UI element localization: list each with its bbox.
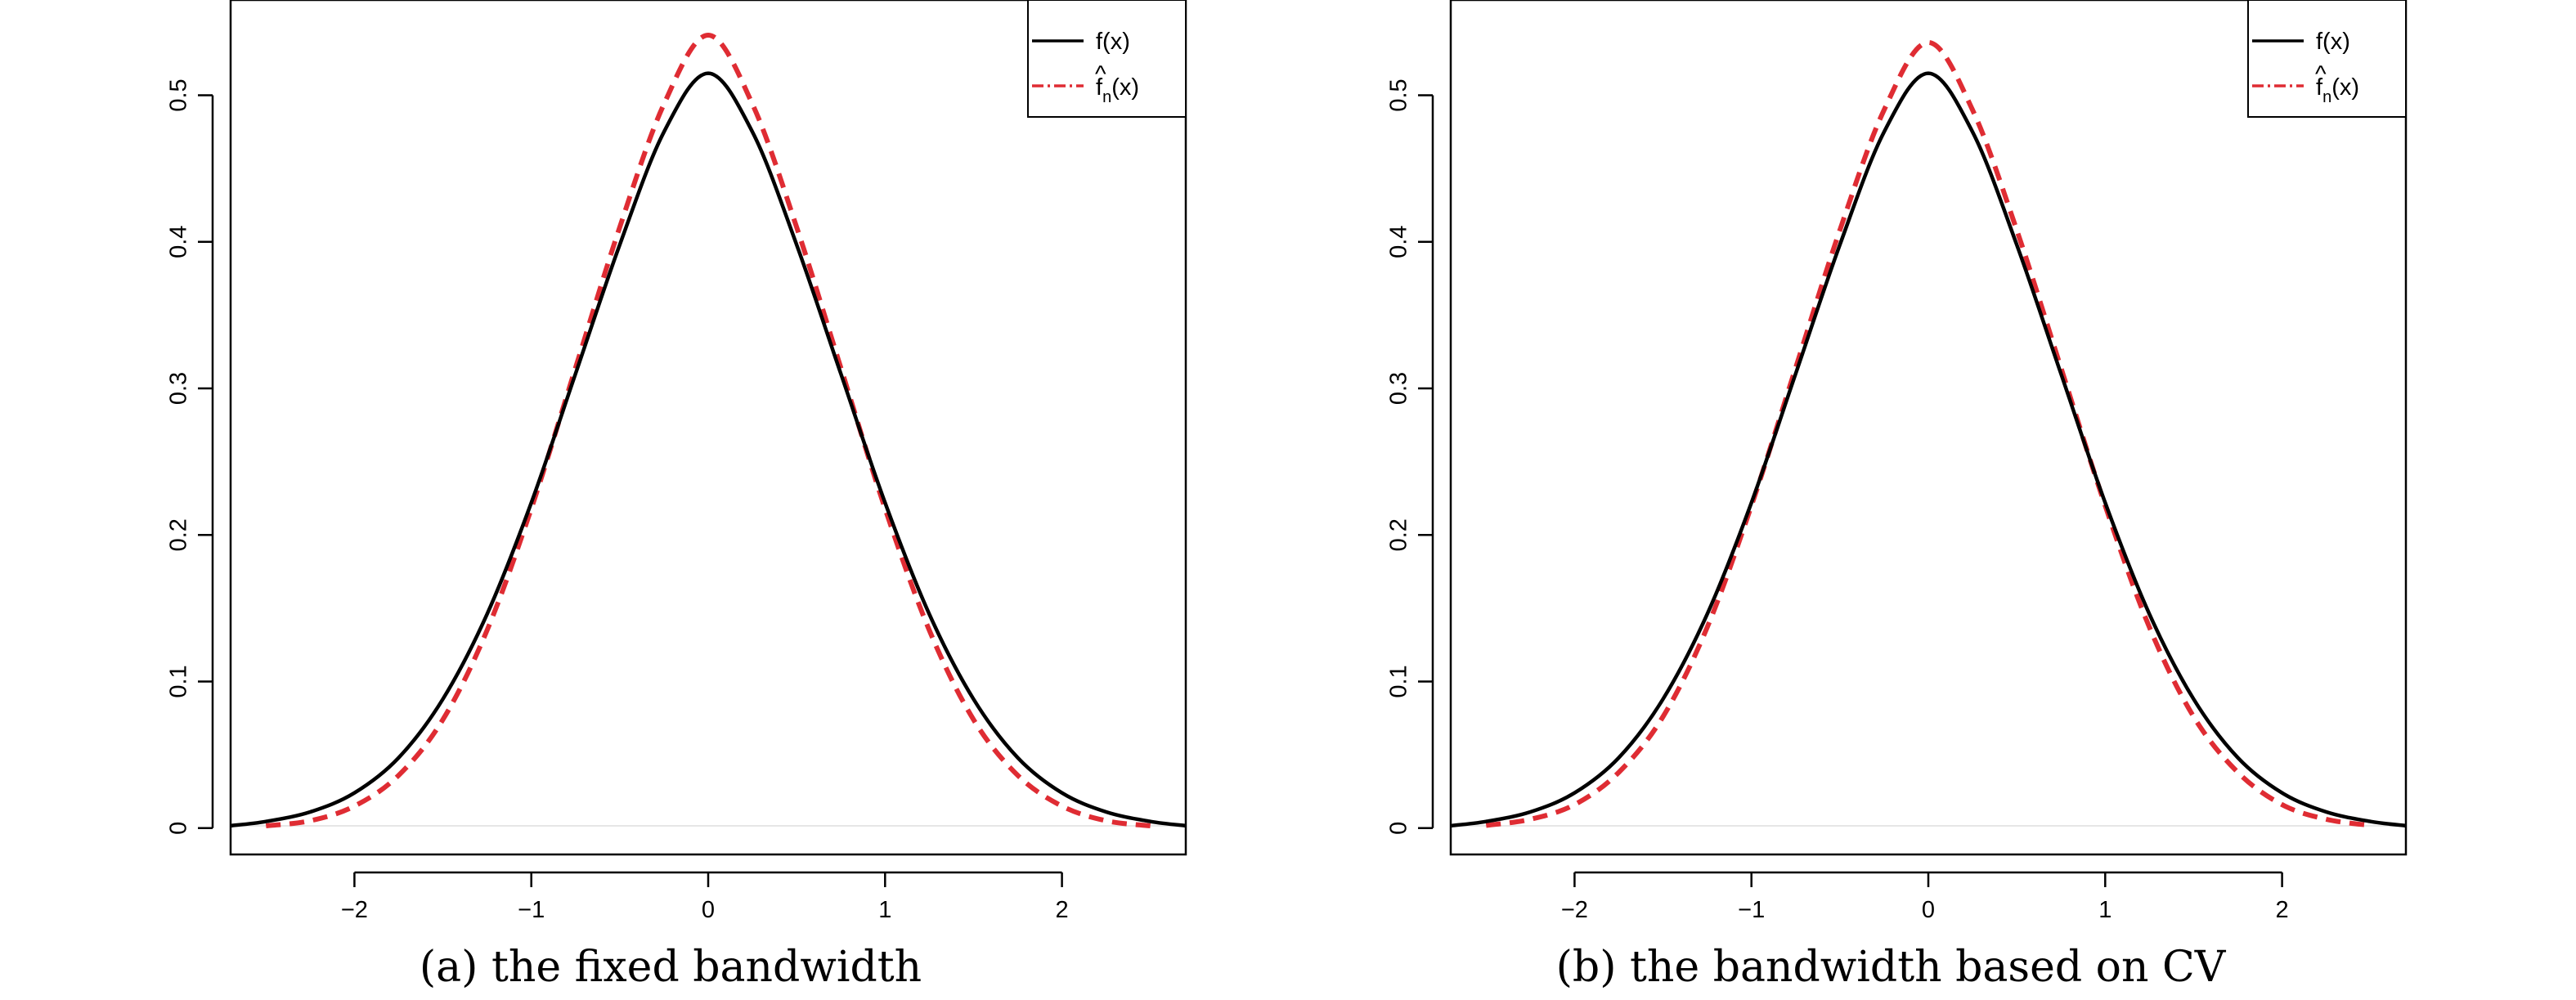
x-tick-label: 1 bbox=[2098, 897, 2112, 923]
y-tick-label: 0.3 bbox=[166, 372, 192, 405]
x-tick-label: 0 bbox=[1922, 897, 1935, 923]
legend-box bbox=[2247, 0, 2407, 118]
y-tick-label: 0.4 bbox=[166, 226, 192, 258]
legend-label-fhat: fn(x) bbox=[2316, 74, 2359, 106]
series-line-true-density bbox=[1450, 71, 2407, 828]
legend: f(x) fn(x) ^ bbox=[1027, 0, 1187, 118]
y-tick-label: 0.4 bbox=[1386, 226, 1412, 258]
x-tick-label: 2 bbox=[1056, 897, 1069, 923]
legend: f(x) fn(x) ^ bbox=[2247, 0, 2407, 118]
series-layer bbox=[1450, 39, 2407, 828]
y-tick-label: 0.1 bbox=[1386, 665, 1412, 697]
y-tick-label: 0.5 bbox=[166, 78, 192, 111]
y-tick-label: 0.3 bbox=[1386, 372, 1412, 405]
legend-hat-mark: ^ bbox=[1095, 61, 1106, 87]
x-tick-label: −1 bbox=[1738, 897, 1765, 923]
x-tick-label: 2 bbox=[2276, 897, 2289, 923]
panel-fixed-bandwidth: 0 0.1 0.2 0.3 0.4 0.5 −2 −1 0 1 2 f(x) fn(x) ^ (a… bbox=[166, 0, 1187, 992]
y-tick-label: 0.1 bbox=[166, 665, 192, 697]
y-axis: 0 0.1 0.2 0.3 0.4 0.5 bbox=[1386, 78, 1434, 835]
panel-cv-bandwidth: 0 0.1 0.2 0.3 0.4 0.5 −2 −1 0 1 2 f(x) fn(x) ^ (b… bbox=[1386, 0, 2408, 992]
series-line-true-density bbox=[230, 71, 1187, 828]
caption: (a) the fixed bandwidth bbox=[420, 943, 922, 992]
series-layer bbox=[230, 33, 1187, 829]
plot-frame bbox=[229, 0, 1187, 856]
y-tick-label: 0.5 bbox=[1386, 78, 1412, 111]
x-axis: −2 −1 0 1 2 bbox=[1561, 871, 2289, 923]
x-tick-label: 0 bbox=[702, 897, 715, 923]
x-tick-label: −2 bbox=[341, 897, 368, 923]
x-tick-label: 1 bbox=[878, 897, 891, 923]
plot-frame bbox=[1449, 0, 2408, 856]
caption: (b) the bandwidth based on CV bbox=[1556, 943, 2227, 992]
x-axis: −2 −1 0 1 2 bbox=[341, 871, 1069, 923]
y-tick-label: 0 bbox=[1386, 822, 1412, 835]
x-tick-label: −2 bbox=[1561, 897, 1588, 923]
x-tick-label: −1 bbox=[518, 897, 545, 923]
y-tick-label: 0.2 bbox=[166, 518, 192, 551]
series-line-estimate bbox=[265, 33, 1151, 829]
y-axis: 0 0.1 0.2 0.3 0.4 0.5 bbox=[166, 78, 214, 835]
legend-label-fx: f(x) bbox=[2316, 29, 2350, 55]
y-tick-label: 0.2 bbox=[1386, 518, 1412, 551]
legend-label-fx: f(x) bbox=[1096, 29, 1130, 55]
y-tick-label: 0 bbox=[166, 822, 192, 835]
legend-box bbox=[1027, 0, 1187, 118]
series-line-estimate bbox=[1485, 39, 2372, 828]
legend-hat-mark: ^ bbox=[2315, 61, 2327, 87]
legend-label-fhat: fn(x) bbox=[1096, 74, 1139, 106]
